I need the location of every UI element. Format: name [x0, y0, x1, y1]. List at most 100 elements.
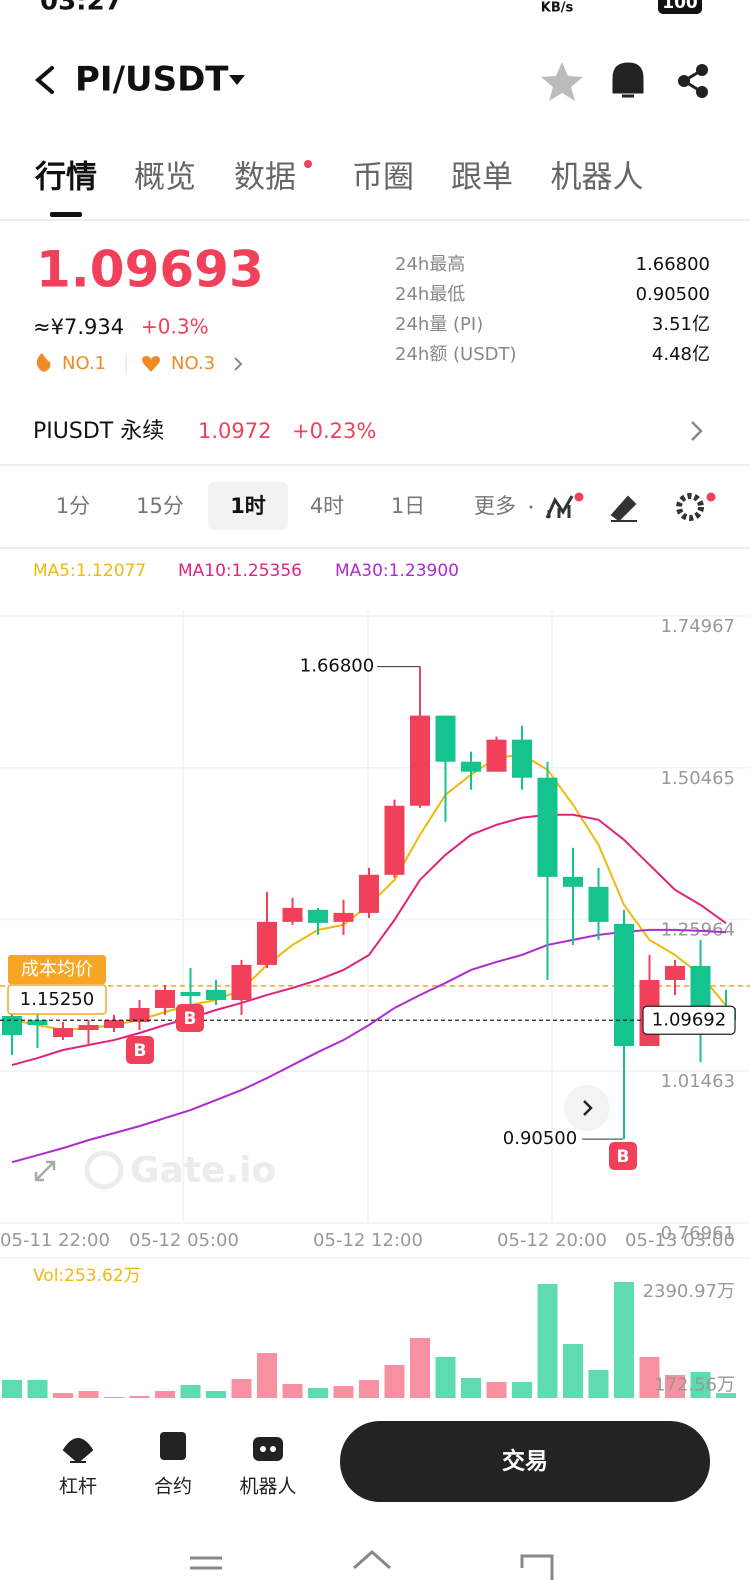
x-tick-label: 05-12 12:00 [313, 1230, 423, 1251]
sys-menu[interactable] [190, 1556, 222, 1570]
perpetual-price: 1.0972 [198, 419, 271, 443]
status-speed: KB/s [541, 1, 574, 16]
candle-body [537, 777, 558, 877]
volume-bar [716, 1393, 736, 1398]
interval-tab[interactable]: 更多 [474, 494, 516, 518]
volume-bar [333, 1386, 354, 1398]
candle-body [512, 739, 532, 778]
favorite-star[interactable] [541, 62, 583, 101]
volume-bar [155, 1391, 175, 1398]
contract-icon[interactable] [160, 1432, 186, 1460]
tab[interactable]: 数据 [234, 160, 296, 196]
volume-bar [410, 1337, 430, 1398]
cost-tag [8, 955, 106, 984]
interval-tab[interactable]: 1分 [56, 494, 90, 518]
tab[interactable]: 概览 [134, 160, 196, 196]
candle-body [486, 739, 507, 772]
status-time: 03:27 [40, 0, 123, 17]
x-tick-label: 05-12 20:00 [497, 1230, 607, 1251]
trade-button[interactable] [340, 1421, 710, 1502]
buy-marker-label: B [617, 1147, 630, 1167]
interval-selected-bg [208, 482, 288, 530]
tab-underline [50, 212, 82, 217]
stat-label: 24h量 (PI) [395, 314, 483, 335]
candle-body [435, 715, 456, 762]
interval-tab[interactable]: 4时 [310, 494, 344, 518]
ma-legend: MA5:1.12077 [33, 561, 146, 581]
scroll-latest-button[interactable] [564, 1085, 610, 1131]
volume-bar [563, 1344, 583, 1398]
sys-back[interactable] [520, 1554, 554, 1580]
rank-chevron[interactable] [234, 357, 243, 371]
volume-bar [2, 1380, 22, 1398]
candle-body [53, 1028, 73, 1038]
bot-icon[interactable] [253, 1437, 283, 1461]
candle-body [614, 923, 634, 1047]
volume-bar [461, 1378, 481, 1398]
candle-body [129, 1007, 150, 1023]
volume-bar [282, 1383, 303, 1398]
candle-body [359, 874, 379, 913]
bottom-nav-label[interactable]: 合约 [154, 1476, 192, 1498]
volume-bar [308, 1388, 328, 1398]
more-dot [529, 505, 533, 509]
candle-body [206, 989, 226, 1000]
tab[interactable]: 币圈 [352, 160, 414, 196]
perpetual-chevron[interactable] [691, 421, 703, 441]
stat-value: 0.90500 [636, 284, 710, 305]
volume-bar [665, 1375, 685, 1398]
perpetual-change: +0.23% [292, 419, 376, 443]
candle-body [78, 1025, 99, 1031]
candle-body [231, 964, 252, 1000]
heart-icon [142, 356, 160, 372]
tab[interactable]: 机器人 [551, 160, 644, 196]
tab[interactable]: 跟单 [451, 160, 513, 196]
volume-bar [104, 1397, 124, 1398]
volume-bar [359, 1380, 379, 1398]
cny-price: ≈¥7.934 [33, 315, 124, 339]
perpetual-name[interactable]: PIUSDT 永续 [33, 419, 164, 444]
candle-body [257, 921, 277, 965]
cost-price-box [7, 984, 107, 1015]
stat-label: 24h最高 [395, 254, 465, 275]
buy-marker [609, 1142, 637, 1170]
watermark-logo [84, 1150, 124, 1190]
interval-tab[interactable]: 1时 [230, 494, 266, 518]
last-price: 1.09693 [36, 241, 264, 299]
alert-bell[interactable] [612, 62, 644, 98]
bottom-nav-label[interactable]: 机器人 [239, 1476, 296, 1498]
expand-icon[interactable] [34, 1160, 56, 1182]
candle-body [104, 1019, 124, 1029]
tab[interactable]: 行情 [34, 160, 97, 196]
leverage-icon[interactable] [62, 1438, 94, 1464]
interval-tab[interactable]: 15分 [136, 494, 184, 518]
volume-label: Vol:253.62万 [33, 1266, 141, 1286]
low-label: 0.90500 [503, 1128, 577, 1149]
candle-body [282, 907, 303, 922]
sys-home[interactable] [353, 1549, 391, 1570]
candle-body [690, 965, 711, 1008]
last-price-label: 1.09692 [652, 1009, 726, 1030]
buy-marker-label: B [134, 1041, 147, 1061]
draw-icon[interactable] [610, 495, 637, 522]
bottom-nav-label[interactable]: 杠杆 [59, 1476, 97, 1498]
battery [658, 0, 702, 14]
volume-tick-label: 2390.97万 [643, 1281, 735, 1302]
indicator-badge [574, 492, 584, 502]
back-button[interactable] [34, 66, 54, 94]
settings-icon[interactable] [676, 493, 704, 521]
volume-bar [384, 1365, 405, 1398]
candle-body [665, 965, 685, 980]
volume-bar [257, 1352, 277, 1398]
candle-body [2, 1016, 22, 1036]
volume-bar [180, 1384, 201, 1398]
pair-dropdown[interactable] [229, 75, 245, 85]
watermark: Gate.io [130, 1150, 276, 1191]
interval-tab[interactable]: 1日 [391, 494, 425, 518]
indicator-icon[interactable] [545, 495, 574, 519]
candle-body [461, 761, 481, 772]
cost-title: 成本均价 [21, 959, 93, 980]
share-node [696, 64, 708, 76]
buy-marker [126, 1036, 154, 1064]
